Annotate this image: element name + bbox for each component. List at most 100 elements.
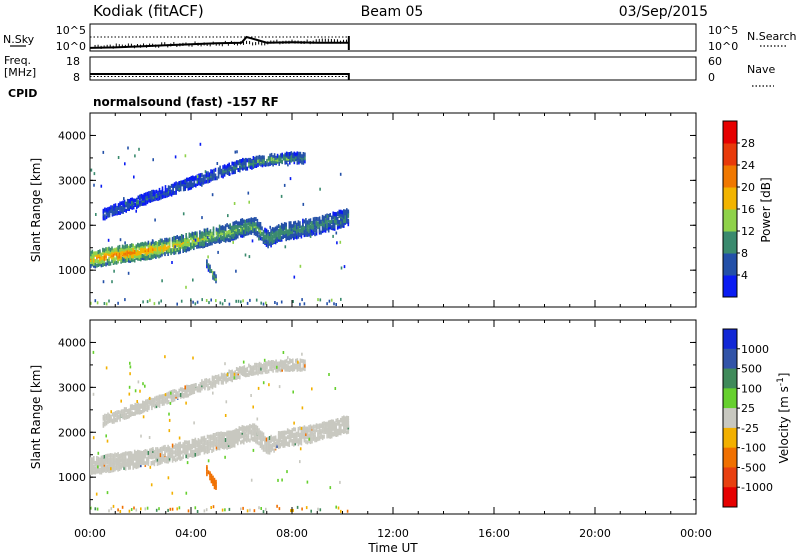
velocity-cell bbox=[277, 439, 280, 444]
power-cell bbox=[210, 171, 212, 176]
velocity-cell bbox=[147, 457, 150, 462]
velocity-cell bbox=[291, 428, 294, 433]
power-cell bbox=[267, 239, 269, 244]
power-cell bbox=[259, 224, 262, 229]
power-cell bbox=[235, 235, 237, 240]
power-cell bbox=[208, 175, 211, 180]
velocity-cell bbox=[187, 509, 190, 513]
power-cell bbox=[333, 221, 336, 226]
power-cell bbox=[335, 231, 338, 235]
power-cell bbox=[117, 251, 119, 256]
velocity-cell bbox=[347, 429, 350, 434]
power-cell bbox=[327, 222, 330, 227]
power-cell bbox=[336, 219, 339, 224]
power-cell bbox=[109, 247, 112, 252]
velocity-colorbar-tick-label: 100 bbox=[741, 382, 762, 395]
velocity-cell bbox=[213, 383, 215, 388]
power-cell bbox=[182, 240, 184, 244]
velocity-cell bbox=[195, 386, 197, 391]
velocity-cell bbox=[267, 360, 270, 365]
velocity-cell bbox=[302, 431, 304, 436]
velocity-cell bbox=[228, 376, 230, 381]
power-cell bbox=[249, 165, 252, 170]
velocity-cell bbox=[205, 508, 208, 512]
velocity-cell bbox=[144, 453, 147, 458]
power-cell bbox=[238, 231, 241, 236]
power-cell bbox=[167, 252, 169, 256]
power-cell bbox=[115, 255, 118, 260]
velocity-cell bbox=[291, 430, 294, 435]
power-cell bbox=[254, 156, 256, 161]
power-cell bbox=[162, 247, 165, 252]
velocity-ytick-label: 2000 bbox=[58, 426, 86, 439]
power-cell bbox=[184, 178, 186, 183]
velocity-cell bbox=[317, 432, 319, 437]
velocity-cell bbox=[197, 448, 200, 453]
power-cell bbox=[242, 166, 244, 171]
power-cell bbox=[189, 177, 191, 181]
velocity-cell bbox=[327, 423, 330, 428]
velocity-cell bbox=[323, 423, 325, 428]
power-cell bbox=[190, 236, 192, 241]
velocity-cell bbox=[314, 424, 316, 429]
velocity-cell bbox=[127, 451, 130, 456]
velocity-cell bbox=[102, 421, 105, 426]
velocity-cell bbox=[149, 400, 152, 405]
power-cell bbox=[273, 233, 275, 238]
power-cell bbox=[253, 231, 256, 236]
power-cell bbox=[300, 234, 303, 239]
power-cell bbox=[255, 225, 257, 230]
power-cell bbox=[211, 193, 214, 197]
velocity-colorbar-tick-label: -25 bbox=[741, 422, 759, 435]
power-cell bbox=[112, 259, 115, 264]
power-cell bbox=[328, 299, 331, 303]
velocity-cell bbox=[164, 457, 166, 462]
power-cell bbox=[204, 177, 206, 182]
velocity-cell bbox=[301, 358, 303, 363]
velocity-cell bbox=[146, 459, 148, 464]
power-cell bbox=[320, 230, 322, 235]
velocity-cell bbox=[143, 459, 145, 464]
velocity-cell bbox=[195, 439, 197, 443]
velocity-cell bbox=[144, 449, 147, 453]
velocity-cell bbox=[311, 436, 313, 441]
power-cell bbox=[114, 209, 117, 214]
power-cell bbox=[144, 252, 147, 257]
power-cell bbox=[166, 188, 168, 193]
velocity-cell bbox=[299, 447, 302, 451]
velocity-cell bbox=[269, 360, 271, 365]
velocity-cell bbox=[164, 449, 166, 454]
velocity-cell bbox=[264, 440, 266, 445]
velocity-cell bbox=[209, 471, 211, 476]
power-cell bbox=[251, 165, 253, 170]
velocity-cell bbox=[309, 431, 312, 436]
power-cell bbox=[217, 235, 219, 239]
power-cell bbox=[102, 259, 104, 263]
velocity-cell bbox=[329, 429, 331, 433]
power-cell bbox=[142, 196, 144, 201]
power-cell bbox=[200, 241, 203, 246]
power-cell bbox=[120, 205, 123, 210]
power-cell bbox=[247, 231, 250, 236]
velocity-cell bbox=[303, 431, 306, 436]
velocity-cell bbox=[299, 440, 301, 444]
power-cell bbox=[132, 247, 134, 252]
power-cell bbox=[283, 225, 286, 230]
velocity-cell bbox=[271, 445, 274, 450]
velocity-cell bbox=[105, 434, 107, 438]
velocity-cell bbox=[90, 465, 92, 470]
velocity-cell bbox=[227, 436, 230, 441]
velocity-cell bbox=[251, 365, 253, 370]
velocity-cell bbox=[252, 365, 255, 370]
power-cell bbox=[312, 222, 315, 227]
power-cell bbox=[155, 252, 157, 257]
velocity-cell bbox=[235, 430, 237, 435]
velocity-cell bbox=[227, 434, 230, 439]
power-cell bbox=[264, 234, 266, 239]
velocity-cell bbox=[179, 387, 182, 392]
power-cell bbox=[321, 222, 324, 227]
velocity-cell bbox=[128, 385, 131, 389]
power-cell bbox=[270, 157, 273, 161]
velocity-cell bbox=[318, 435, 321, 440]
power-cell bbox=[347, 209, 350, 214]
